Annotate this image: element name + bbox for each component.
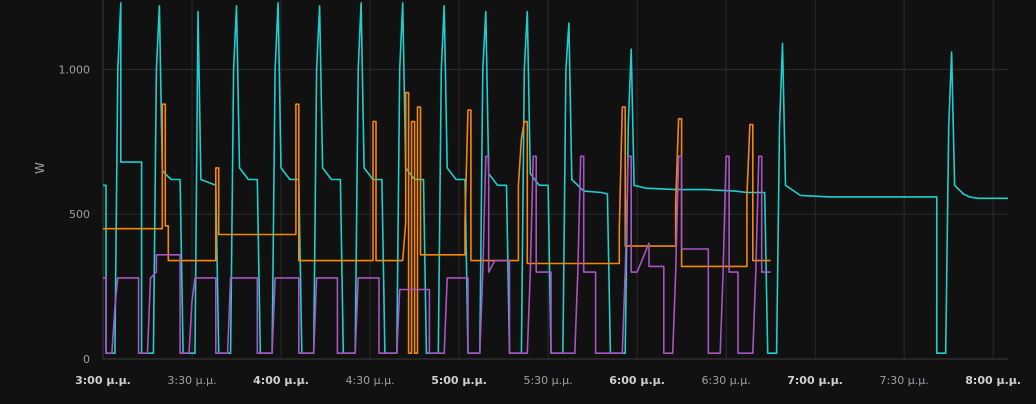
x-tick-label: 5:00 µ.µ. <box>431 374 487 387</box>
y-axis: 0 500 1.000 <box>59 63 91 366</box>
grid <box>102 0 1008 360</box>
x-tick-label: 8:00 µ.µ. <box>965 374 1021 387</box>
y-tick-label: 1.000 <box>59 63 91 76</box>
y-axis-label: W <box>33 162 47 174</box>
y-tick-label: 500 <box>69 208 90 221</box>
x-tick-label: 3:30 µ.µ. <box>167 374 216 387</box>
x-tick-label: 7:00 µ.µ. <box>787 374 843 387</box>
x-tick-label: 4:00 µ.µ. <box>253 374 309 387</box>
x-axis: 3:00 µ.µ. 3:30 µ.µ. 4:00 µ.µ. 4:30 µ.µ. 5:00… <box>75 374 1021 387</box>
x-tick-label: 7:30 µ.µ. <box>880 374 929 387</box>
y-tick-label: 0 <box>83 353 90 366</box>
x-tick-label: 4:30 µ.µ. <box>345 374 394 387</box>
x-tick-label: 5:30 µ.µ. <box>523 374 572 387</box>
series-line-3 <box>103 155 771 355</box>
series-layer <box>103 2 1008 355</box>
x-tick-label: 3:00 µ.µ. <box>75 374 131 387</box>
x-tick-label: 6:30 µ.µ. <box>702 374 751 387</box>
series-line-2 <box>103 91 771 355</box>
series-line-1 <box>103 2 1008 355</box>
x-tick-label: 6:00 µ.µ. <box>609 374 665 387</box>
